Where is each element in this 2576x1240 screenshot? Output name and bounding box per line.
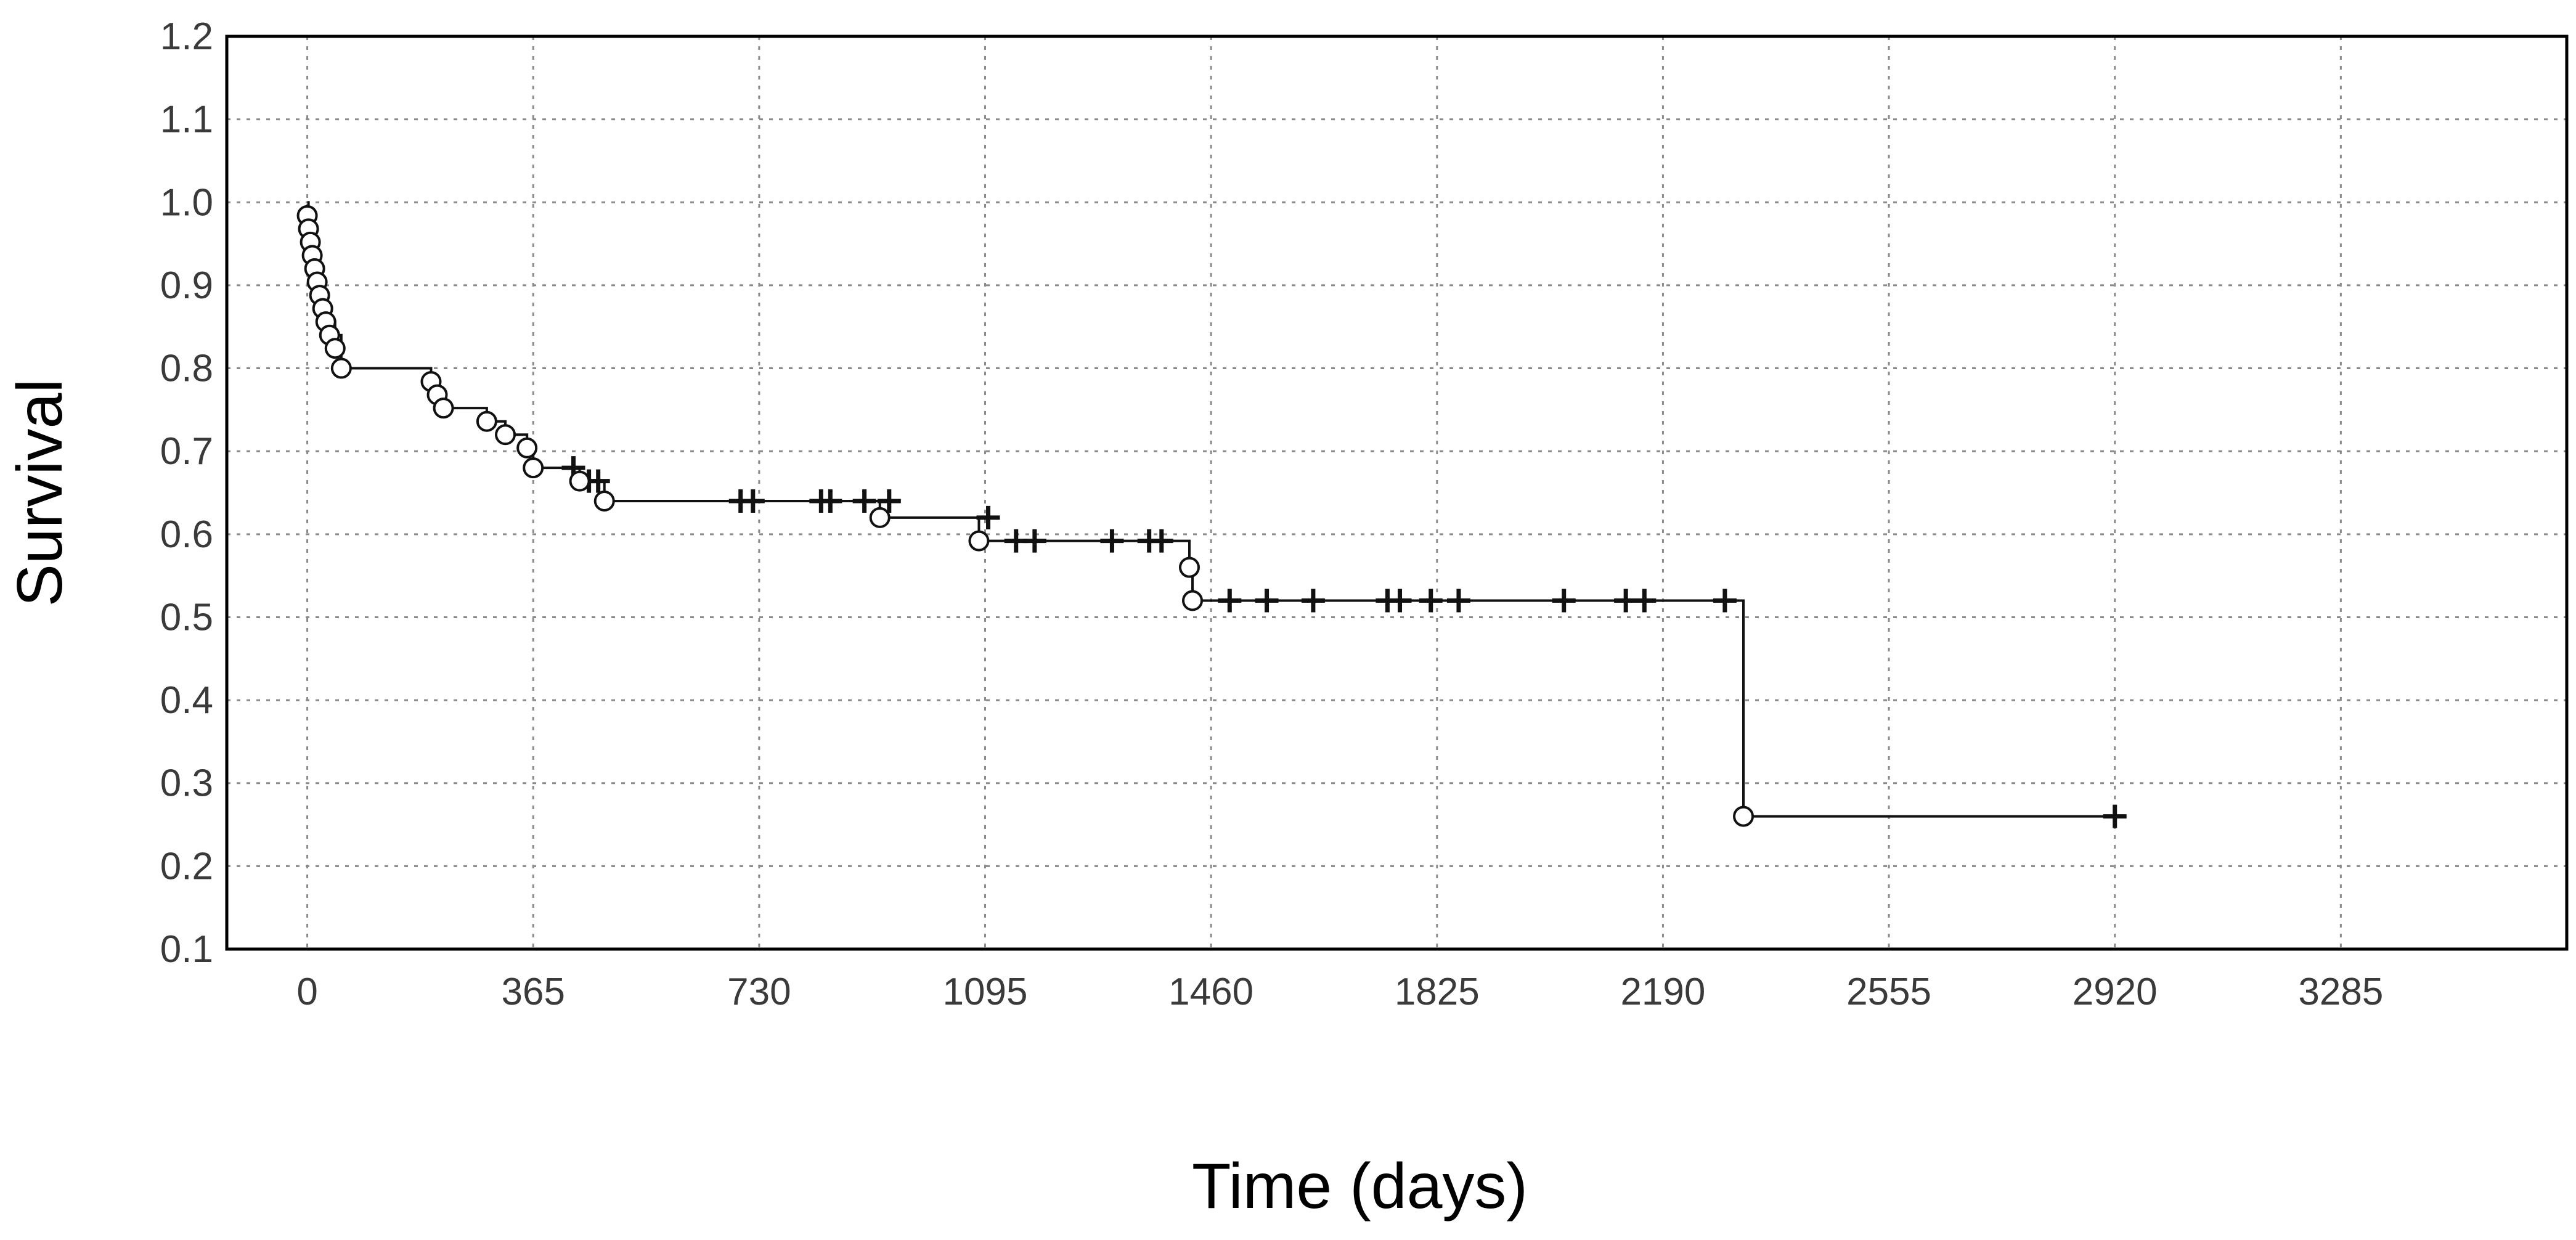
censored-marker xyxy=(852,489,876,513)
event-marker xyxy=(869,507,891,528)
y-tick-label: 0.1 xyxy=(160,928,213,971)
event-marker xyxy=(324,338,346,359)
y-tick-label: 0.4 xyxy=(160,679,213,722)
x-tick-label: 1825 xyxy=(1395,971,1480,1013)
censored-marker xyxy=(2103,804,2127,828)
x-tick-label: 730 xyxy=(727,971,791,1013)
x-tick-label: 1460 xyxy=(1168,971,1253,1013)
x-tick-labels: 0 365 730 1095 1460 1825 2190 2555 2920 3285 xyxy=(296,971,2383,1013)
y-tick-label: 0.2 xyxy=(160,845,213,887)
event-marker xyxy=(1733,806,1755,827)
y-tick-label: 0.9 xyxy=(160,264,213,307)
x-tick-label: 1095 xyxy=(943,971,1028,1013)
censored-marker xyxy=(1255,589,1279,613)
grid-layer xyxy=(227,35,2567,950)
event-marker xyxy=(476,410,497,432)
y-tick-label: 1.1 xyxy=(160,99,213,141)
y-tick-label: 1.2 xyxy=(160,15,213,58)
censored-marker xyxy=(1713,589,1737,613)
event-marker xyxy=(495,424,516,446)
y-tick-label: 0.5 xyxy=(160,596,213,638)
y-tick-labels: 0.1 0.2 0.3 0.4 0.5 0.6 0.7 0.8 0.9 1.0 1.1 1.2 xyxy=(160,15,213,971)
y-tick-label: 0.3 xyxy=(160,762,213,805)
x-axis-title: Time (days) xyxy=(1192,1151,1528,1222)
censored-marker xyxy=(1100,529,1124,553)
plot-frame xyxy=(225,35,2569,951)
censored-marker xyxy=(1149,529,1173,553)
censored-marker xyxy=(1301,589,1325,613)
x-tick-label: 0 xyxy=(296,971,317,1013)
censored-marker xyxy=(586,469,610,493)
x-tick-label: 2555 xyxy=(1846,971,1931,1013)
y-tick-label: 1.0 xyxy=(160,181,213,224)
censored-marker xyxy=(976,505,1000,529)
censored-marker xyxy=(1552,589,1576,613)
censored-marker xyxy=(1022,529,1046,553)
event-marker xyxy=(330,357,352,379)
event-markers xyxy=(296,205,1755,827)
censored-marker xyxy=(1446,589,1470,613)
censored-markers xyxy=(561,456,2127,828)
censored-marker xyxy=(1632,589,1657,613)
censored-marker xyxy=(877,489,901,513)
event-marker xyxy=(968,530,990,552)
x-tick-label: 2920 xyxy=(2073,971,2158,1013)
censored-marker xyxy=(1388,589,1412,613)
y-tick-label: 0.6 xyxy=(160,513,213,556)
event-marker xyxy=(523,457,544,479)
censored-marker xyxy=(1419,589,1443,613)
y-tick-label: 0.7 xyxy=(160,430,213,473)
y-axis-title: Survival xyxy=(4,379,76,607)
event-marker xyxy=(516,437,538,459)
x-tick-label: 2190 xyxy=(1620,971,1705,1013)
censored-marker xyxy=(741,489,765,513)
x-tick-label: 3285 xyxy=(2298,971,2383,1013)
event-marker xyxy=(1182,590,1204,611)
event-marker xyxy=(1178,557,1200,578)
censored-marker xyxy=(818,489,842,513)
event-marker xyxy=(569,470,590,492)
censored-marker xyxy=(1218,589,1242,613)
event-marker xyxy=(593,490,615,512)
x-tick-label: 365 xyxy=(501,971,565,1013)
y-tick-label: 0.8 xyxy=(160,348,213,390)
event-marker xyxy=(433,398,454,419)
